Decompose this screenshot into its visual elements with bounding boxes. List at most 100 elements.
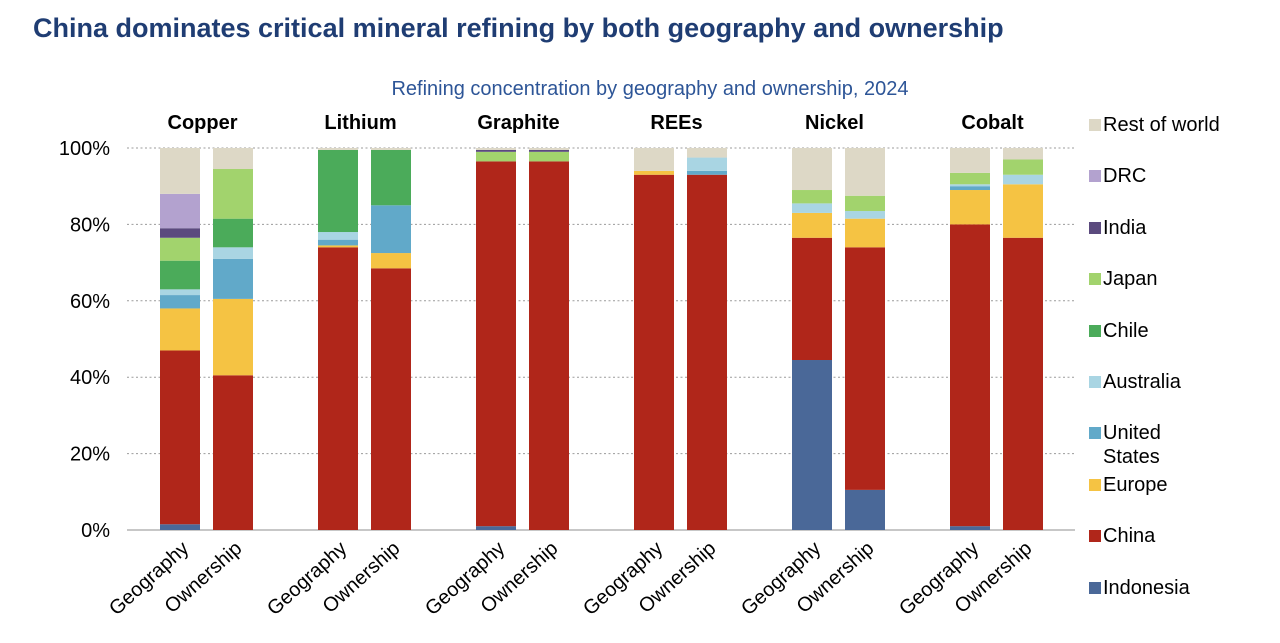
bar-cobalt-ownership-japan bbox=[1003, 159, 1043, 175]
bar-cobalt-geography-rest-of-world bbox=[950, 148, 990, 173]
bar-lithium-ownership-united-states bbox=[371, 205, 411, 254]
bar-nickel-ownership-rest-of-world bbox=[845, 148, 885, 196]
bar-copper-geography-indonesia bbox=[160, 524, 200, 530]
chart-subtitle: Refining concentration by geography and … bbox=[391, 78, 908, 100]
bar-copper-geography-japan bbox=[160, 237, 200, 261]
bar-copper-ownership-australia bbox=[213, 247, 253, 259]
bar-nickel-geography-europe bbox=[792, 212, 832, 238]
legend-item-chile: Chile bbox=[1089, 319, 1269, 370]
legend-swatch-chile bbox=[1089, 324, 1101, 337]
bar-nickel-geography-australia bbox=[792, 203, 832, 213]
legend-item-china: China bbox=[1089, 524, 1269, 575]
y-tick-label: 40% bbox=[70, 367, 110, 389]
bar-lithium-ownership-chile bbox=[371, 149, 411, 206]
legend-swatch-india bbox=[1089, 221, 1101, 234]
bar-lithium-ownership-china bbox=[371, 268, 411, 530]
legend-swatch-drc bbox=[1089, 170, 1101, 183]
legend-item-india: India bbox=[1089, 216, 1269, 267]
group-label-graphite: Graphite bbox=[477, 112, 559, 134]
bar-lithium-geography-chile bbox=[318, 149, 358, 233]
legend-label-japan: Japan bbox=[1103, 268, 1158, 291]
bar-copper-geography-chile bbox=[160, 260, 200, 290]
page-title: China dominates critical mineral refinin… bbox=[33, 13, 1004, 43]
legend-item-europe: Europe bbox=[1089, 473, 1269, 524]
bar-rees-geography-rest-of-world bbox=[634, 148, 674, 171]
bar-cobalt-ownership-rest-of-world bbox=[1003, 148, 1043, 160]
bar-nickel-geography-rest-of-world bbox=[792, 148, 832, 191]
gridlines bbox=[127, 147, 1075, 531]
bar-nickel-ownership-china bbox=[845, 247, 885, 490]
legend-item-united-states: United States bbox=[1089, 421, 1269, 472]
legend-item-japan: Japan bbox=[1089, 267, 1269, 318]
legend-label-united-states: United States bbox=[1103, 422, 1161, 469]
bar-copper-ownership-japan bbox=[213, 169, 253, 219]
bar-cobalt-geography-indonesia bbox=[950, 526, 990, 530]
group-label-copper: Copper bbox=[168, 112, 238, 134]
y-tick-label: 60% bbox=[70, 291, 110, 313]
y-tick-label: 100% bbox=[59, 138, 110, 160]
group-label-lithium: Lithium bbox=[324, 112, 396, 134]
legend-label-india: India bbox=[1103, 216, 1147, 239]
y-tick-label: 0% bbox=[81, 520, 110, 542]
bar-lithium-geography-australia bbox=[318, 232, 358, 240]
bar-lithium-geography-china bbox=[318, 247, 358, 530]
bar-graphite-ownership-china bbox=[529, 161, 569, 530]
bar-copper-geography-united-states bbox=[160, 295, 200, 309]
bar-cobalt-ownership-china bbox=[1003, 237, 1043, 530]
legend-swatch-japan bbox=[1089, 273, 1101, 286]
bar-cobalt-geography-china bbox=[950, 224, 990, 527]
legend: Rest of world DRC India Japan Chile Australia… bbox=[1089, 113, 1269, 627]
bar-rees-geography-europe bbox=[634, 170, 674, 175]
bar-rees-ownership-united-states bbox=[687, 170, 727, 175]
group-label-nickel: Nickel bbox=[805, 112, 864, 134]
legend-label-rest-of-world: Rest of world bbox=[1103, 114, 1220, 136]
bar-rees-geography-china bbox=[634, 174, 674, 531]
bar-cobalt-geography-japan bbox=[950, 172, 990, 185]
bar-nickel-ownership-japan bbox=[845, 195, 885, 212]
bar-lithium-geography-united-states bbox=[318, 239, 358, 246]
bar-copper-geography-drc bbox=[160, 193, 200, 229]
bar-graphite-geography-japan bbox=[476, 151, 516, 162]
bar-graphite-geography-china bbox=[476, 161, 516, 527]
bar-nickel-ownership-australia bbox=[845, 211, 885, 219]
bar-cobalt-geography-europe bbox=[950, 190, 990, 225]
y-tick-label: 20% bbox=[70, 444, 110, 466]
legend-label-indonesia: Indonesia bbox=[1103, 576, 1190, 599]
bar-graphite-geography-rest-of-world bbox=[476, 148, 516, 150]
bar-nickel-geography-indonesia bbox=[792, 360, 832, 530]
legend-swatch-australia bbox=[1089, 375, 1101, 388]
legend-item-drc: DRC bbox=[1089, 164, 1269, 215]
bar-cobalt-ownership-australia bbox=[1003, 174, 1043, 185]
bar-cobalt-geography-united-states bbox=[950, 186, 990, 191]
bar-copper-ownership-united-states bbox=[213, 258, 253, 299]
y-tick-label: 80% bbox=[70, 214, 110, 236]
legend-label-chile: Chile bbox=[1103, 319, 1149, 342]
bar-copper-geography-rest-of-world bbox=[160, 148, 200, 194]
legend-swatch-china bbox=[1089, 530, 1101, 543]
bar-copper-geography-europe bbox=[160, 308, 200, 351]
bars bbox=[160, 148, 1043, 531]
group-label-rees: REEs bbox=[650, 112, 702, 134]
legend-swatch-indonesia bbox=[1089, 581, 1101, 594]
bar-graphite-ownership-japan bbox=[529, 151, 569, 162]
bar-copper-ownership-europe bbox=[213, 298, 253, 376]
bar-rees-ownership-china bbox=[687, 174, 727, 531]
bar-nickel-geography-china bbox=[792, 237, 832, 361]
bar-nickel-geography-japan bbox=[792, 190, 832, 204]
bar-copper-geography-china bbox=[160, 350, 200, 525]
bar-lithium-geography-rest-of-world bbox=[318, 148, 358, 150]
bar-lithium-ownership-rest-of-world bbox=[371, 148, 411, 150]
legend-item-indonesia: Indonesia bbox=[1089, 576, 1269, 627]
legend-label-australia: Australia bbox=[1103, 370, 1181, 393]
bar-lithium-geography-europe bbox=[318, 245, 358, 248]
legend-swatch-united-states bbox=[1089, 427, 1101, 440]
bar-lithium-ownership-europe bbox=[371, 253, 411, 269]
legend-item-australia: Australia bbox=[1089, 370, 1269, 421]
bar-cobalt-ownership-europe bbox=[1003, 184, 1043, 238]
legend-label-europe: Europe bbox=[1103, 473, 1168, 496]
legend-label-drc: DRC bbox=[1103, 165, 1147, 188]
group-labels: Copper Lithium Graphite REEs Nickel Cobalt bbox=[168, 112, 1024, 134]
legend-label-china: China bbox=[1103, 525, 1156, 548]
bar-rees-ownership-australia bbox=[687, 157, 727, 171]
